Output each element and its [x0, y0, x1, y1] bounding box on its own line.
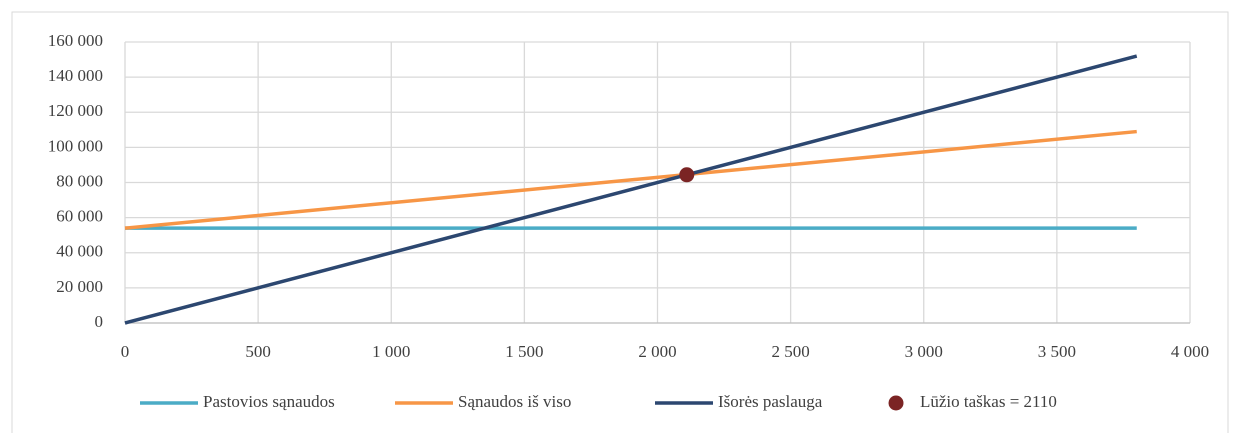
legend-label: Lūžio taškas = 2110 — [920, 392, 1057, 411]
chart-frame — [11, 11, 1229, 433]
y-tick-label: 160 000 — [48, 31, 103, 50]
legend-label: Išorės paslauga — [718, 392, 823, 411]
series-line — [124, 54, 1138, 325]
legend-marker — [888, 395, 904, 411]
series-line — [124, 129, 1137, 230]
x-tick-label: 2 500 — [772, 342, 810, 361]
x-tick-label: 500 — [245, 342, 271, 361]
x-tick-label: 1 500 — [505, 342, 543, 361]
x-tick-label: 0 — [121, 342, 130, 361]
legend-label: Sąnaudos iš viso — [458, 392, 571, 411]
y-tick-label: 20 000 — [56, 277, 103, 296]
x-tick-label: 2 000 — [638, 342, 676, 361]
y-tick-label: 80 000 — [56, 171, 103, 190]
x-tick-label: 1 000 — [372, 342, 410, 361]
break-even-point — [679, 167, 695, 183]
x-tick-label: 3 500 — [1038, 342, 1076, 361]
y-tick-label: 120 000 — [48, 101, 103, 120]
x-tick-label: 4 000 — [1171, 342, 1209, 361]
y-tick-label: 140 000 — [48, 66, 103, 85]
legend-label: Pastovios sąnaudos — [203, 392, 335, 411]
y-tick-label: 0 — [95, 312, 104, 331]
x-tick-label: 3 000 — [905, 342, 943, 361]
y-tick-label: 40 000 — [56, 242, 103, 261]
y-tick-label: 100 000 — [48, 136, 103, 155]
y-tick-label: 60 000 — [56, 207, 103, 226]
